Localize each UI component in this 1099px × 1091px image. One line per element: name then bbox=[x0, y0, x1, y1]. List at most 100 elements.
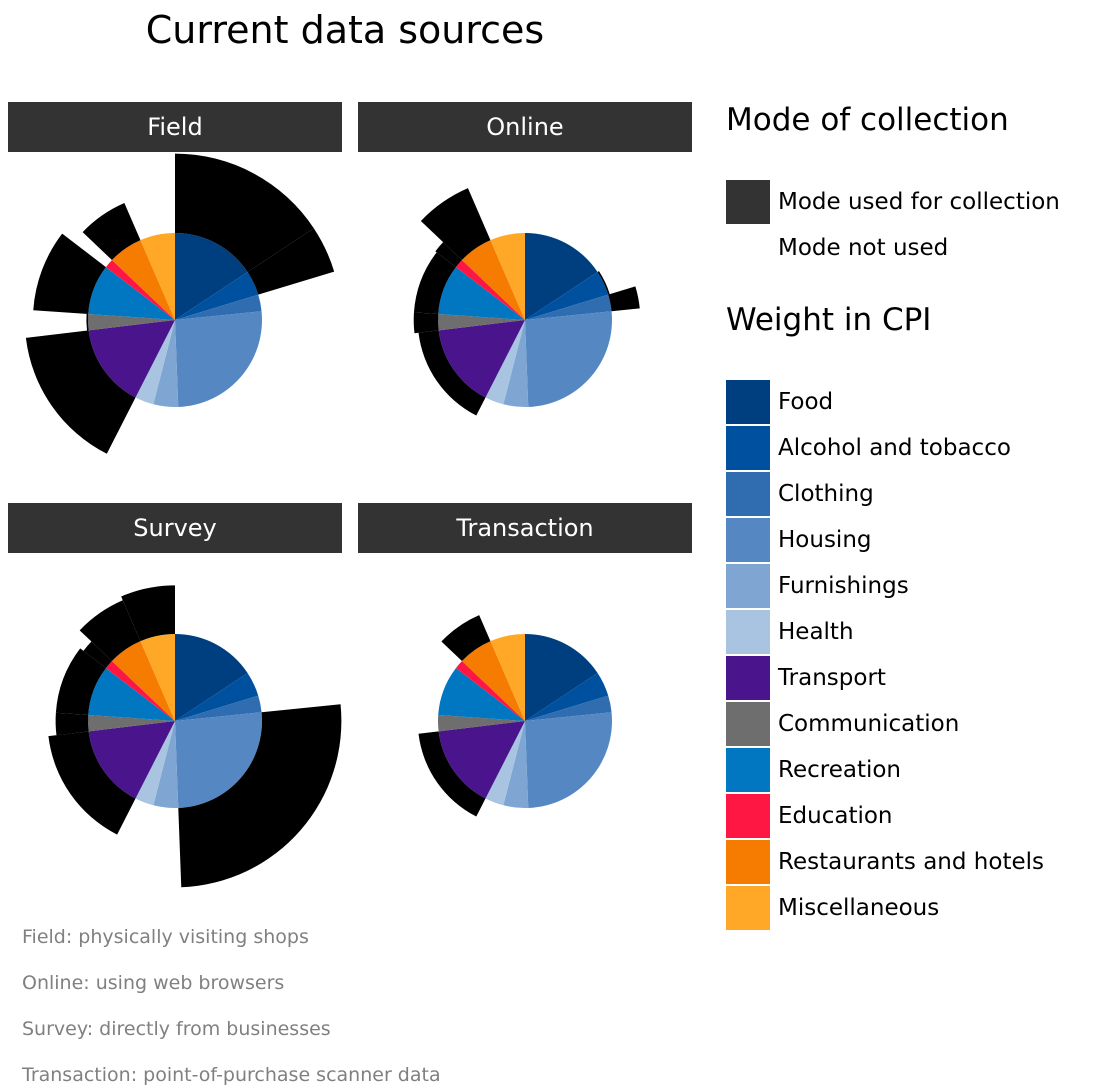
mode-bar-transaction-transport bbox=[418, 731, 486, 817]
pie-slice-survey-miscellaneous bbox=[140, 634, 175, 721]
mode-bar-survey-housing bbox=[178, 704, 342, 888]
legend-label-miscellaneous: Miscellaneous bbox=[778, 895, 940, 921]
pie-slice-online-education bbox=[455, 260, 525, 320]
pie-slice-transaction-education bbox=[455, 661, 525, 721]
pie-slice-survey-recreation bbox=[88, 668, 175, 721]
mode-bar-field-communication bbox=[86, 313, 89, 331]
pie-slice-online-communication bbox=[438, 313, 525, 331]
pie-slice-transaction-recreation bbox=[438, 668, 525, 721]
pie-slice-field-clothing bbox=[175, 294, 262, 320]
pie-slice-online-furnishings bbox=[503, 320, 529, 407]
mode-bar-online-education bbox=[435, 242, 462, 268]
panel-field: Field bbox=[8, 102, 342, 502]
pie-slice-online-restaurants-and-hotels bbox=[461, 240, 525, 320]
pie-slice-survey-restaurants-and-hotels bbox=[111, 641, 175, 721]
legend-label-mode-not-used: Mode not used bbox=[778, 235, 949, 261]
legend-swatch-furnishings bbox=[726, 564, 770, 608]
pie-slice-field-miscellaneous bbox=[140, 233, 175, 320]
legend-item-communication: Communication bbox=[726, 701, 959, 747]
legend-item-miscellaneous: Miscellaneous bbox=[726, 885, 939, 931]
pie-slice-survey-communication bbox=[88, 714, 175, 732]
panel-strip-transaction: Transaction bbox=[358, 503, 692, 553]
legend-item-transport: Transport bbox=[726, 655, 886, 701]
pie-slice-transaction-food bbox=[525, 634, 598, 721]
legend-label-education: Education bbox=[778, 803, 893, 829]
legend-label-health: Health bbox=[778, 619, 854, 645]
panel-survey: Survey bbox=[8, 503, 342, 903]
pie-slice-field-education bbox=[105, 260, 175, 320]
legend-weight-heading: Weight in CPI bbox=[726, 302, 932, 338]
pie-slice-online-alcohol-and-tobacco bbox=[525, 272, 609, 320]
legend-swatch-transport bbox=[726, 656, 770, 700]
pie-slice-survey-food bbox=[175, 634, 248, 721]
pie-slice-online-health bbox=[485, 320, 525, 405]
pie-slice-survey-education bbox=[105, 661, 175, 721]
legend-label-food: Food bbox=[778, 389, 834, 415]
panel-transaction: Transaction bbox=[358, 503, 692, 903]
pie-slice-survey-furnishings bbox=[153, 721, 179, 808]
legend-swatch-housing bbox=[726, 518, 770, 562]
pie-slice-field-transport bbox=[88, 320, 175, 398]
pie-slice-transaction-miscellaneous bbox=[490, 634, 525, 721]
mode-bar-field-food bbox=[175, 153, 314, 273]
legend-label-recreation: Recreation bbox=[778, 757, 901, 783]
legend-item-furnishings: Furnishings bbox=[726, 563, 909, 609]
legend-item-education: Education bbox=[726, 793, 893, 839]
legend-label-housing: Housing bbox=[778, 527, 872, 553]
pie-slice-field-food bbox=[175, 233, 248, 320]
pie-slice-survey-housing bbox=[175, 712, 262, 808]
pie-slice-transaction-alcohol-and-tobacco bbox=[525, 673, 609, 721]
panel-strip-online: Online bbox=[358, 102, 692, 152]
legend-swatch-communication bbox=[726, 702, 770, 746]
pie-chart-online bbox=[413, 188, 640, 416]
legend-label-transport: Transport bbox=[778, 665, 886, 691]
pie-slice-online-housing bbox=[525, 311, 612, 407]
mode-bar-online-recreation bbox=[413, 252, 456, 314]
pie-slice-field-alcohol-and-tobacco bbox=[175, 272, 259, 320]
pie-slice-survey-health bbox=[135, 721, 175, 806]
legend-item-alcohol-and-tobacco: Alcohol and tobacco bbox=[726, 425, 1011, 471]
legend-swatch-restaurants-and-hotels bbox=[726, 840, 770, 884]
legend-item-housing: Housing bbox=[726, 517, 872, 563]
legend-item-health: Health bbox=[726, 609, 854, 655]
panel-strip-survey: Survey bbox=[8, 503, 342, 553]
legend-swatch-food bbox=[726, 380, 770, 424]
mode-bar-survey-restaurants-and-hotels bbox=[79, 600, 141, 662]
pie-slice-field-health bbox=[135, 320, 175, 405]
legend-item-mode-not-used: Mode not used bbox=[726, 225, 948, 271]
legend-label-communication: Communication bbox=[778, 711, 960, 737]
mode-bar-survey-education bbox=[83, 641, 112, 669]
legend-mode-heading: Mode of collection bbox=[726, 102, 1009, 138]
pie-slice-transaction-health bbox=[485, 721, 525, 806]
legend-swatch-mode-not-used bbox=[726, 226, 770, 270]
legend-item-food: Food bbox=[726, 379, 833, 425]
mode-bar-field-alcohol-and-tobacco bbox=[247, 228, 335, 295]
mode-bar-transaction-restaurants-and-hotels bbox=[441, 615, 491, 662]
mode-bar-survey-transport bbox=[48, 731, 136, 835]
pie-slice-field-restaurants-and-hotels bbox=[111, 240, 175, 320]
pie-chart-field bbox=[25, 153, 335, 454]
legend-swatch-clothing bbox=[726, 472, 770, 516]
note-online: Online: using web browsers bbox=[22, 972, 285, 994]
legend-swatch-mode-used bbox=[726, 180, 770, 224]
legend-swatch-health bbox=[726, 610, 770, 654]
legend-item-mode-used: Mode used for collection bbox=[726, 179, 1060, 225]
legend-item-restaurants-and-hotels: Restaurants and hotels bbox=[726, 839, 1044, 885]
chart-title: Current data sources bbox=[145, 8, 545, 52]
pie-slice-online-transport bbox=[438, 320, 525, 398]
mode-bar-online-communication bbox=[413, 312, 439, 334]
mode-bar-field-recreation bbox=[33, 233, 106, 314]
note-survey: Survey: directly from businesses bbox=[22, 1018, 331, 1040]
pie-slice-online-miscellaneous bbox=[490, 233, 525, 320]
mode-bar-field-transport bbox=[25, 330, 136, 454]
pie-slice-transaction-transport bbox=[438, 721, 525, 799]
pie-slice-field-housing bbox=[175, 311, 262, 407]
mode-bar-survey-communication bbox=[55, 712, 89, 736]
pie-slice-survey-clothing bbox=[175, 695, 262, 721]
pie-slice-transaction-communication bbox=[438, 714, 525, 732]
pie-slice-survey-alcohol-and-tobacco bbox=[175, 673, 259, 721]
mode-bar-field-restaurants-and-hotels bbox=[82, 202, 141, 261]
panel-strip-field: Field bbox=[8, 102, 342, 152]
legend-label-restaurants-and-hotels: Restaurants and hotels bbox=[778, 849, 1044, 875]
legend-label-mode-used: Mode used for collection bbox=[778, 189, 1060, 215]
